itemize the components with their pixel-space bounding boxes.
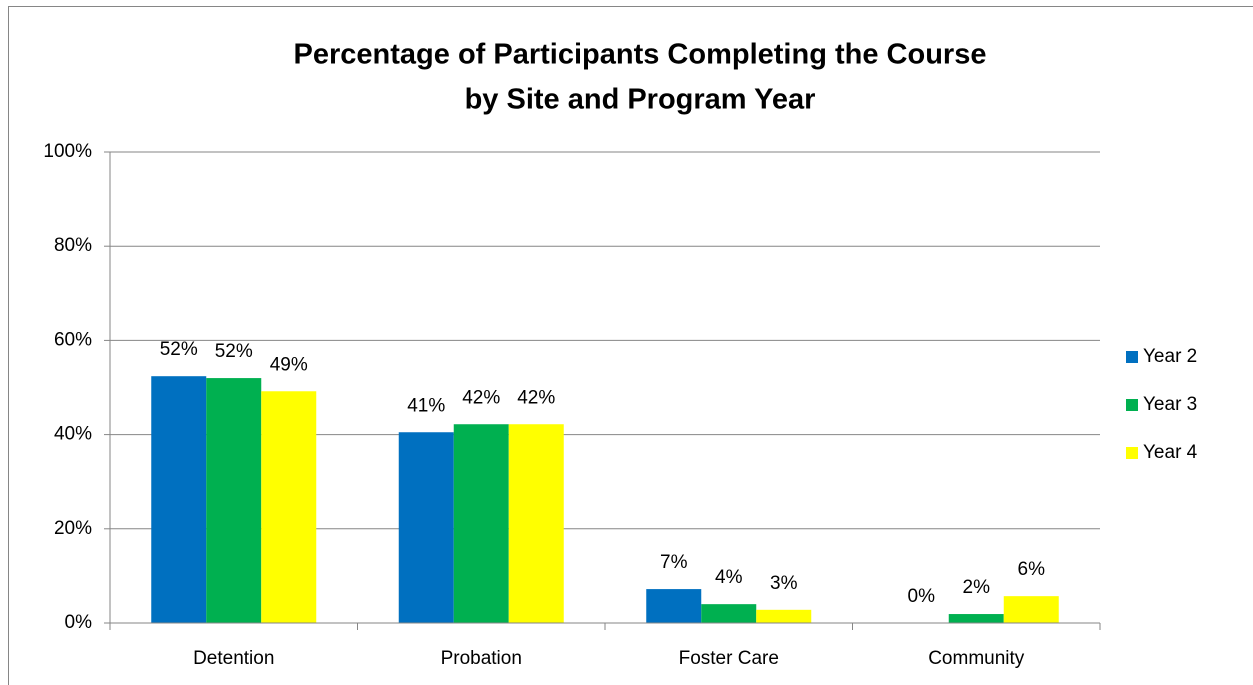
bar bbox=[206, 378, 262, 623]
y-tick-label: 100% bbox=[43, 141, 92, 162]
value-label: 41% bbox=[407, 395, 445, 416]
value-label: 4% bbox=[715, 567, 743, 588]
value-label: 49% bbox=[270, 354, 308, 375]
chart-title: by Site and Program Year bbox=[465, 84, 816, 116]
y-tick-label: 40% bbox=[54, 424, 92, 445]
value-label: 6% bbox=[1018, 559, 1046, 580]
chart-title: Percentage of Participants Completing th… bbox=[294, 39, 987, 71]
legend-swatch bbox=[1126, 399, 1138, 411]
value-label: 42% bbox=[462, 387, 500, 408]
y-tick-label: 60% bbox=[54, 329, 92, 350]
x-tick-label: Community bbox=[928, 648, 1025, 669]
y-tick-label: 0% bbox=[65, 612, 93, 633]
y-tick-label: 80% bbox=[54, 235, 92, 256]
bar bbox=[508, 424, 564, 623]
value-label: 2% bbox=[963, 577, 991, 598]
value-label: 0% bbox=[908, 586, 936, 607]
x-tick-label: Detention bbox=[193, 648, 274, 669]
bar bbox=[151, 376, 207, 623]
bar bbox=[453, 424, 509, 623]
bar bbox=[948, 614, 1004, 623]
legend-label: Year 2 bbox=[1143, 346, 1197, 367]
value-label: 42% bbox=[517, 387, 555, 408]
value-label: 52% bbox=[215, 341, 253, 362]
x-tick-label: Probation bbox=[441, 648, 522, 669]
bar bbox=[701, 604, 757, 623]
value-label: 3% bbox=[770, 573, 798, 594]
legend-label: Year 3 bbox=[1143, 394, 1197, 415]
bar bbox=[398, 432, 454, 623]
value-label: 52% bbox=[160, 339, 198, 360]
value-label: 7% bbox=[660, 552, 688, 573]
legend-label: Year 4 bbox=[1143, 442, 1198, 463]
bar bbox=[756, 609, 812, 623]
bar bbox=[1003, 596, 1059, 623]
x-tick-label: Foster Care bbox=[679, 648, 779, 669]
y-tick-label: 20% bbox=[54, 518, 92, 539]
bar bbox=[261, 391, 317, 623]
bar bbox=[646, 589, 702, 623]
legend-swatch bbox=[1126, 351, 1138, 363]
legend-swatch bbox=[1126, 447, 1138, 459]
